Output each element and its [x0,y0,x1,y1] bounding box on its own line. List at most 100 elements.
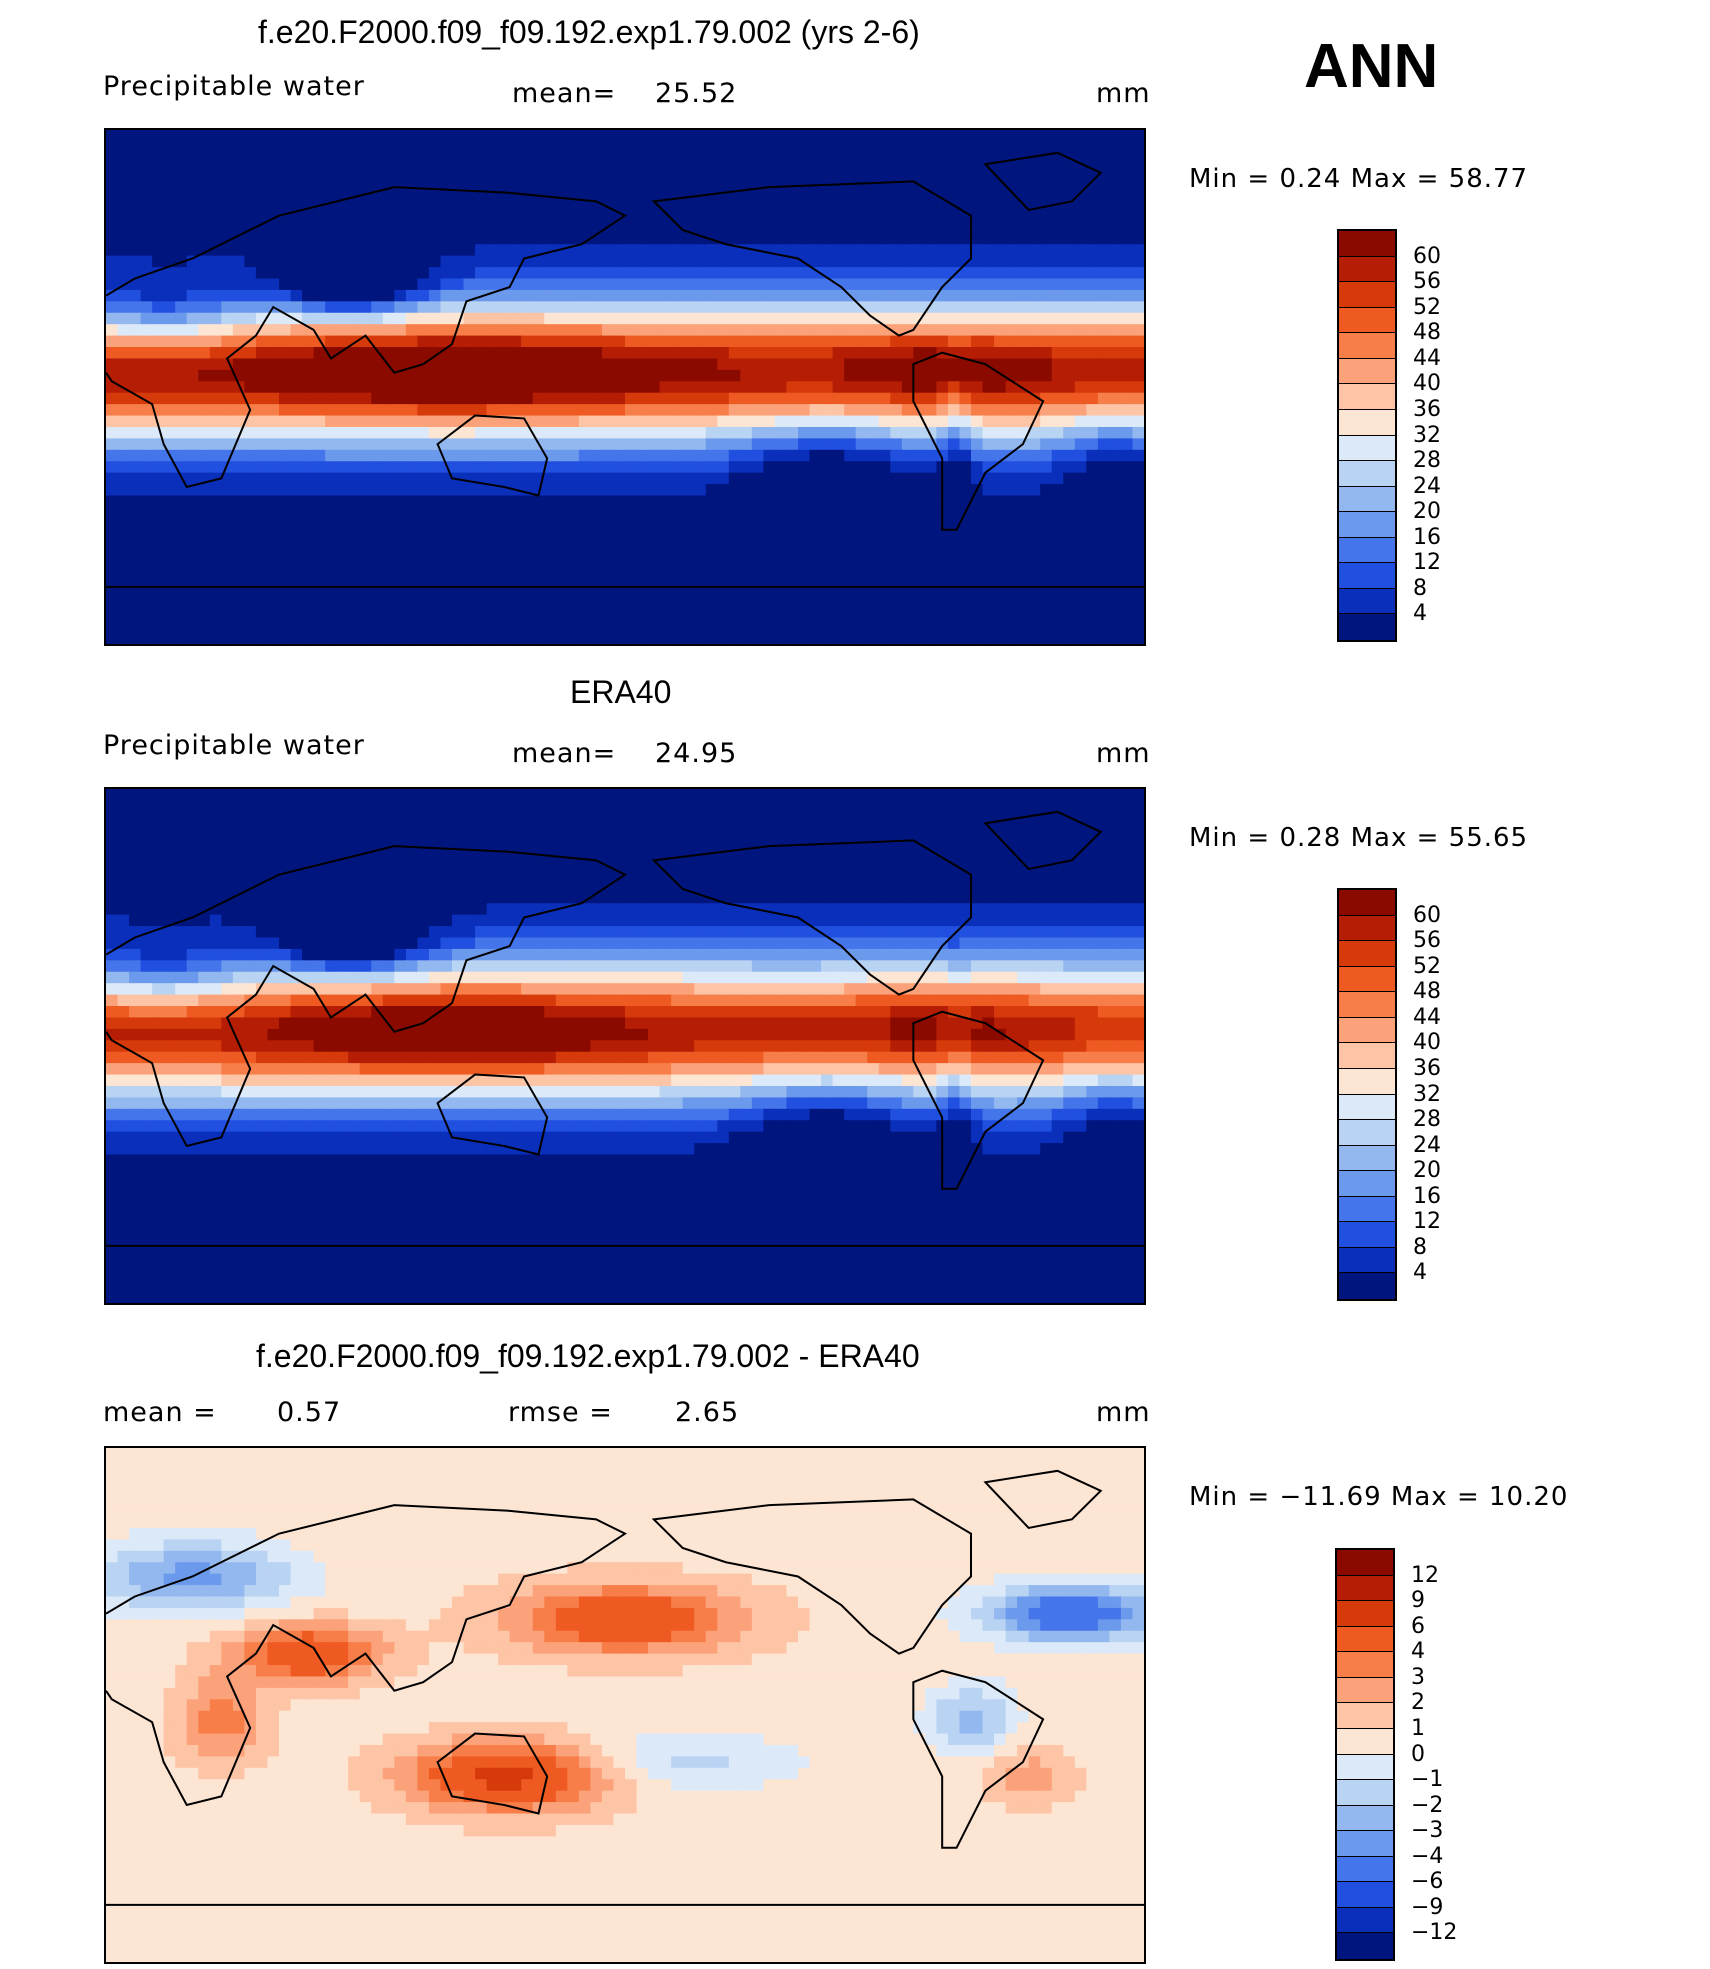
field-cell [786,426,800,440]
field-cell [567,506,581,520]
field-cell [382,267,396,280]
field-cell [821,461,834,474]
field-cell [267,811,281,825]
field-cell [348,609,361,623]
field-cell [255,834,269,848]
field-cell [348,244,361,257]
field-cell [325,426,338,440]
field-cell [636,198,650,212]
field-cell [878,438,892,451]
field-cell [971,564,984,577]
field-cell [302,347,315,360]
field-cell [1017,529,1030,543]
field-cell [498,152,511,166]
field-cell [336,880,350,893]
field-cell [798,575,811,589]
field-cell [705,506,719,520]
field-cell [279,175,292,189]
field-cell [1109,426,1123,440]
field-cell [659,449,673,463]
field-cell [244,438,258,451]
field-cell [463,552,477,566]
field-cell [717,575,730,589]
field-cell [1040,438,1053,451]
field-cell [498,358,511,372]
field-cell [209,141,223,154]
field-cell [348,461,361,474]
field-cell [578,811,592,825]
field-cell [578,598,592,611]
field-cell [336,823,350,836]
field-cell [532,324,546,337]
field-cell [705,164,719,177]
field-cell [279,472,292,486]
field-cell [313,381,327,394]
field-cell [440,358,454,372]
field-cell [117,495,131,509]
field-cell [1005,495,1019,509]
field-cell [336,301,350,314]
field-cell [763,449,777,463]
field-cell [290,789,304,802]
field-cell [821,586,834,600]
field-cell [982,575,996,589]
field-cell [175,289,188,303]
field-cell [325,152,338,166]
field-cell [1051,621,1065,634]
field-cell [763,575,777,589]
field-cell [959,823,973,836]
field-cell [959,426,973,440]
field-cell [417,621,431,634]
field-cell [198,609,211,623]
field-cell [659,289,673,303]
field-cell [878,244,892,257]
field-cell [924,495,938,509]
field-cell [394,586,408,600]
field-cell [613,891,627,905]
field-cell [763,823,777,836]
field-cell [232,164,246,177]
field-cell [613,506,627,520]
field-cell [325,552,338,566]
field-cell [417,564,431,577]
field-cell [971,800,984,813]
field-cell [982,857,996,871]
field-cell [152,541,165,554]
field-cell [255,358,269,372]
field-cell [428,267,442,280]
field-cell [555,609,569,623]
field-cell [1074,823,1088,836]
field-cell [936,789,950,802]
field-cell [405,461,419,474]
field-cell [255,518,269,531]
field-cell [578,347,592,360]
field-cell [659,130,673,143]
field-cell [740,506,754,520]
field-cell [175,198,188,212]
field-cell [786,278,800,292]
field-cell [682,552,696,566]
field-cell [613,347,627,360]
field-cell [267,164,281,177]
field-cell [774,449,788,463]
field-cell [1005,632,1019,644]
field-cell [1120,598,1134,611]
field-cell [521,823,534,836]
field-cell [648,369,661,383]
field-cell [117,267,131,280]
field-cell [498,880,511,893]
field-cell [498,426,511,440]
field-cell [106,221,119,234]
field-cell [694,175,707,189]
field-cell [117,130,131,143]
field-cell [129,495,142,509]
field-cell [209,381,223,394]
field-cell [971,823,984,836]
field-cell [509,426,523,440]
field-cell [705,301,719,314]
field-cell [555,541,569,554]
field-cell [1132,598,1144,611]
field-cell [890,789,903,802]
field-cell [221,152,235,166]
field-cell [117,404,131,417]
